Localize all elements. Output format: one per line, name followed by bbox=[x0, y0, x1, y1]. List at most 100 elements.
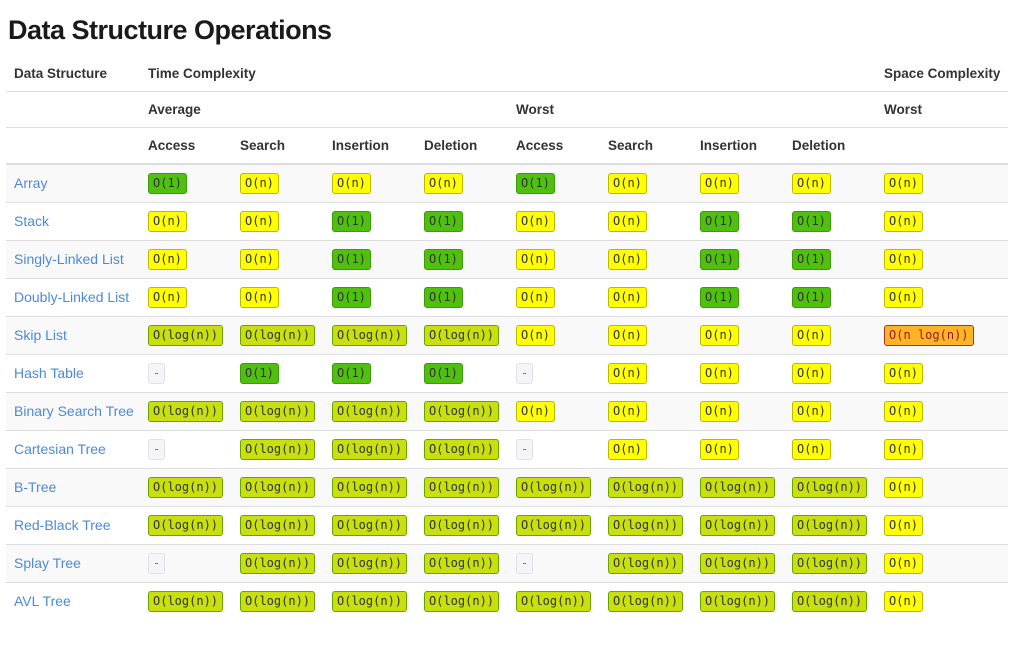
complexity-badge: O(1) bbox=[792, 211, 831, 232]
complexity-cell: O(1) bbox=[416, 202, 508, 241]
complexity-cell: O(log(n)) bbox=[324, 506, 416, 545]
data-structure-link[interactable]: AVL Tree bbox=[14, 592, 71, 609]
complexity-badge: O(log(n)) bbox=[332, 591, 408, 613]
complexity-badge: O(1) bbox=[332, 211, 371, 232]
table-row: Skip List O(log(n)) O(log(n)) O(log(n)) O(lo… bbox=[6, 316, 1008, 355]
complexity-cell: O(n) bbox=[232, 164, 324, 203]
complexity-cell: O(n) bbox=[876, 544, 1008, 583]
col-header-worst-search: Search bbox=[600, 127, 692, 165]
complexity-badge: O(n) bbox=[148, 287, 187, 308]
complexity-badge: O(n) bbox=[884, 401, 923, 422]
complexity-cell: O(1) bbox=[324, 278, 416, 317]
complexity-badge: O(n) bbox=[884, 363, 923, 384]
complexity-cell: O(1) bbox=[232, 354, 324, 393]
complexity-cell: O(n) bbox=[784, 430, 877, 469]
complexity-badge: O(log(n)) bbox=[240, 477, 316, 498]
complexity-cell: O(n) bbox=[784, 354, 877, 393]
complexity-cell: O(n) bbox=[140, 202, 232, 241]
data-structure-link[interactable]: Doubly-Linked List bbox=[14, 288, 130, 305]
complexity-badge: O(1) bbox=[516, 173, 555, 194]
complexity-badge: O(log(n)) bbox=[424, 439, 500, 460]
complexity-cell: O(n) bbox=[876, 468, 1008, 507]
data-structure-cell: Skip List bbox=[6, 316, 140, 355]
complexity-badge: O(log(n)) bbox=[792, 477, 868, 498]
complexity-cell: O(log(n)) bbox=[140, 316, 232, 355]
complexity-badge: O(n) bbox=[240, 211, 279, 232]
complexity-cell: O(n) bbox=[784, 316, 877, 355]
complexity-badge: O(log(n)) bbox=[240, 591, 316, 613]
complexity-cell: O(1) bbox=[692, 240, 784, 279]
complexity-badge: O(n) bbox=[792, 173, 831, 194]
complexity-cell: O(log(n)) bbox=[784, 544, 877, 583]
complexity-cell: O(n) bbox=[600, 430, 692, 469]
data-structure-link[interactable]: Hash Table bbox=[14, 364, 84, 381]
complexity-cell: O(log(n)) bbox=[324, 582, 416, 621]
complexity-cell: O(1) bbox=[324, 354, 416, 393]
complexity-cell: O(n) bbox=[140, 240, 232, 279]
complexity-cell: O(log(n)) bbox=[232, 544, 324, 583]
complexity-badge: O(n) bbox=[884, 591, 923, 613]
complexity-badge: O(n) bbox=[884, 515, 923, 536]
complexity-cell: O(log(n)) bbox=[692, 582, 784, 621]
complexity-badge: O(n) bbox=[700, 325, 739, 346]
data-structure-link[interactable]: Binary Search Tree bbox=[14, 402, 134, 419]
complexity-cell: O(n) bbox=[876, 164, 1008, 203]
complexity-cell: O(n log(n)) bbox=[876, 316, 1008, 355]
data-structure-cell: Hash Table bbox=[6, 354, 140, 393]
complexity-badge: O(1) bbox=[792, 287, 831, 308]
complexity-badge: O(n log(n)) bbox=[884, 325, 974, 346]
col-header-worst-insertion: Insertion bbox=[692, 127, 784, 165]
complexity-badge: O(n) bbox=[884, 439, 923, 460]
complexity-cell: O(log(n)) bbox=[508, 468, 600, 507]
complexity-cell: O(1) bbox=[692, 202, 784, 241]
complexity-badge: O(log(n)) bbox=[332, 477, 408, 498]
complexity-cell: O(n) bbox=[232, 278, 324, 317]
complexity-cell: O(n) bbox=[784, 164, 876, 203]
complexity-badge: O(log(n)) bbox=[516, 515, 592, 536]
complexity-cell: O(1) bbox=[416, 354, 508, 393]
complexity-cell: O(n) bbox=[876, 202, 1008, 241]
complexity-badge: O(1) bbox=[148, 173, 187, 194]
complexity-badge: O(n) bbox=[792, 439, 831, 460]
complexity-badge: O(1) bbox=[700, 211, 739, 232]
data-structure-link[interactable]: Red-Black Tree bbox=[14, 516, 111, 533]
complexity-cell: O(log(n)) bbox=[600, 582, 692, 621]
complexity-badge: O(n) bbox=[608, 249, 647, 270]
complexity-badge: O(n) bbox=[608, 439, 647, 460]
complexity-cell: O(log(n)) bbox=[416, 582, 508, 621]
data-structure-cell: Cartesian Tree bbox=[6, 430, 140, 469]
complexity-cell: O(n) bbox=[508, 392, 600, 431]
complexity-badge: O(log(n)) bbox=[700, 515, 776, 536]
complexity-cell: O(n) bbox=[876, 506, 1008, 545]
complexity-badge: O(log(n)) bbox=[240, 553, 316, 574]
data-structure-link[interactable]: B-Tree bbox=[14, 478, 57, 495]
complexity-cell: O(log(n)) bbox=[784, 506, 877, 545]
complexity-cell: O(log(n)) bbox=[416, 430, 508, 469]
data-structure-link[interactable]: Skip List bbox=[14, 326, 67, 343]
complexity-badge: O(log(n)) bbox=[148, 515, 224, 536]
complexity-badge: O(1) bbox=[332, 363, 371, 384]
complexity-badge: O(n) bbox=[516, 325, 555, 346]
complexity-badge: O(1) bbox=[240, 363, 279, 384]
complexity-badge: O(n) bbox=[884, 249, 923, 270]
complexity-cell: O(log(n)) bbox=[232, 392, 324, 431]
complexity-badge: O(n) bbox=[332, 173, 371, 194]
data-structure-link[interactable]: Cartesian Tree bbox=[14, 440, 106, 457]
col-header-space-worst: Worst bbox=[876, 91, 1008, 128]
data-structure-link[interactable]: Array bbox=[14, 174, 48, 191]
complexity-cell: O(n) bbox=[600, 278, 692, 317]
complexity-badge: O(log(n)) bbox=[332, 401, 408, 422]
table-row: Array O(1) O(n) O(n) O(n) O(1) O(n) O(n) O(n) O(n… bbox=[6, 164, 1008, 203]
data-structure-link[interactable]: Splay Tree bbox=[14, 554, 81, 571]
complexity-cell: O(1) bbox=[784, 278, 877, 317]
complexity-badge: - bbox=[148, 363, 166, 384]
complexity-cell: O(n) bbox=[508, 278, 600, 317]
complexity-badge: O(n) bbox=[608, 363, 647, 384]
data-structure-link[interactable]: Singly-Linked List bbox=[14, 250, 124, 267]
complexity-cell: O(n) bbox=[692, 392, 784, 431]
complexity-badge: O(log(n)) bbox=[516, 591, 592, 613]
complexity-cell: O(log(n)) bbox=[140, 506, 232, 545]
data-structure-link[interactable]: Stack bbox=[14, 212, 50, 229]
complexity-cell: O(1) bbox=[416, 278, 508, 317]
complexity-cell: O(log(n)) bbox=[416, 544, 508, 583]
